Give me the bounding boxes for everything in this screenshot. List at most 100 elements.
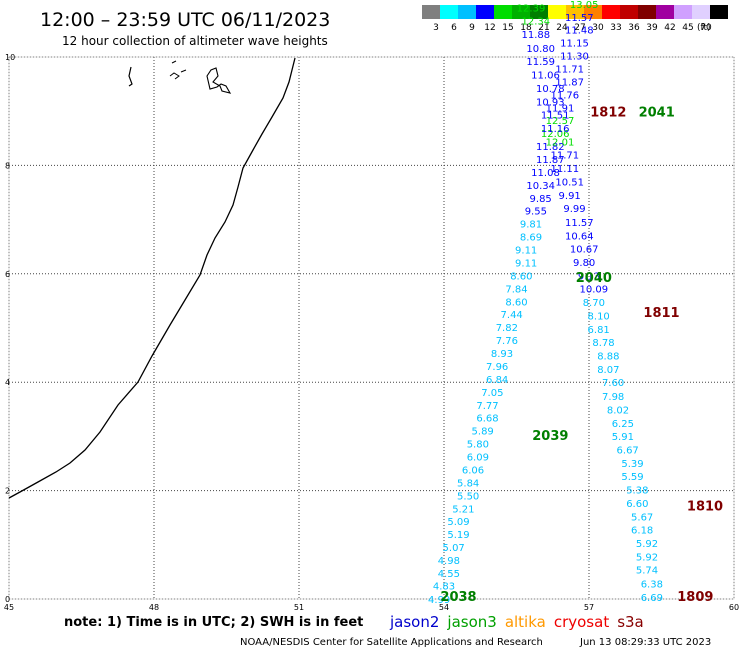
swh-reading: 5.74 — [636, 566, 658, 577]
swh-reading: 11.30 — [560, 51, 589, 62]
island-outline — [206, 67, 232, 94]
swh-reading: 9.11 — [515, 245, 537, 256]
swh-reading: 12.06 — [541, 129, 570, 140]
colorbar-swatch — [476, 5, 494, 19]
swh-reading: 9.81 — [520, 219, 542, 230]
lon-tick-label: 54 — [439, 603, 449, 612]
swh-reading: 12.39 — [517, 4, 546, 15]
swh-reading: 11.08 — [531, 168, 560, 179]
lon-tick-label: 45 — [4, 603, 14, 612]
island-outline — [169, 60, 187, 80]
colorbar-tick-label: 9 — [469, 23, 475, 33]
map-grid — [8, 56, 735, 600]
lat-tick-label: 0 — [5, 595, 10, 604]
pass-id-labels: 2038 2039 2040 2041 1812 1811 1810 1809 — [440, 105, 723, 605]
swh-reading: 7.60 — [602, 378, 624, 389]
swh-reading: 7.98 — [602, 392, 624, 403]
swh-reading: 6.06 — [462, 465, 484, 476]
colorbar-tick-label: 33 — [610, 23, 621, 33]
lon-tick-label: 57 — [584, 603, 594, 612]
swh-reading: 5.21 — [452, 504, 474, 515]
colorbar-swatch — [620, 5, 638, 19]
lat-tick-label: 8 — [5, 161, 10, 170]
swh-reading: 5.84 — [457, 478, 479, 489]
swh-reading: 6.67 — [617, 445, 639, 456]
swh-reading: 7.77 — [476, 401, 498, 412]
lat-tick-label: 4 — [5, 378, 10, 387]
colorbar-tick-label: 18 — [520, 23, 532, 33]
swh-reading: 8.78 — [592, 338, 614, 349]
satellite-legend: jason2 jason3 altika cryosat s3a — [389, 613, 644, 631]
swh-reading: 6.60 — [626, 499, 648, 510]
swh-reading: 5.67 — [631, 513, 653, 524]
swh-reading: 10.51 — [555, 178, 584, 189]
lat-tick-label: 6 — [5, 270, 10, 279]
swh-reading: 11.71 — [555, 64, 584, 75]
swh-reading: 11.87 — [555, 77, 584, 88]
swh-reading: 11.76 — [551, 90, 580, 101]
swh-reading: 6.18 — [631, 526, 653, 537]
swh-reading: 10.93 — [536, 97, 565, 108]
colorbar-swatch — [638, 5, 656, 19]
colorbar-tick-label: 21 — [538, 23, 549, 33]
wave-height-colorbar: 3 6 9 12 15 18 21 24 27 30 33 36 39 42 45 70 — [422, 5, 728, 33]
swh-reading: 9.11 — [515, 258, 537, 269]
pass-id-label: 1809 — [677, 590, 713, 605]
wave-height-readings: 4.99 4.834.55 4.98 5.07 5.19 5.09 5.21 5.50 5.84… — [428, 0, 663, 606]
colorbar-tick-label: 42 — [664, 23, 675, 33]
pass-id-label: 2039 — [532, 429, 568, 444]
swh-reading: 7.76 — [496, 336, 518, 347]
swh-reading: 5.19 — [447, 530, 469, 541]
swh-reading: 11.15 — [560, 38, 589, 49]
swh-reading: 12.01 — [546, 138, 575, 149]
legend-note: note: 1) Time is in UTC; 2) SWH is in fe… — [64, 615, 363, 630]
swh-reading: 7.44 — [501, 310, 523, 321]
swh-reading: 5.80 — [467, 439, 489, 450]
colorbar-swatch — [440, 5, 458, 19]
swh-reading: 10.67 — [570, 244, 599, 255]
footer-credit: NOAA/NESDIS Center for Satellite Applica… — [240, 637, 543, 648]
swh-reading: 11.71 — [551, 151, 580, 162]
swh-reading: 10.34 — [526, 181, 555, 192]
colorbar-unit: (ft) — [697, 23, 711, 33]
swh-reading: 5.50 — [457, 491, 479, 502]
swh-reading: 13.05 — [570, 0, 599, 11]
swh-reading: 5.59 — [621, 472, 643, 483]
lon-tick-label: 48 — [149, 603, 159, 612]
colorbar-swatch — [656, 5, 674, 19]
map-frame — [8, 56, 735, 600]
lon-tick-label: 51 — [294, 603, 304, 612]
legend-jason3: jason3 — [446, 613, 496, 631]
swh-reading: 5.38 — [626, 486, 648, 497]
colorbar-tick-label: 45 — [682, 23, 693, 33]
swh-reading: 8.70 — [583, 298, 605, 309]
swh-reading: 7.05 — [481, 388, 503, 399]
colorbar-tick-label: 27 — [574, 23, 585, 33]
footer-timestamp: Jun 13 08:29:33 UTC 2023 — [579, 637, 711, 648]
lat-tick-label: 2 — [5, 487, 10, 496]
pass-id-label: 1811 — [643, 306, 679, 321]
swh-reading: 9.80 — [573, 258, 595, 269]
swh-reading: 9.13 — [578, 271, 600, 282]
swh-reading: 4.55 — [438, 569, 460, 580]
legend-altika: altika — [505, 613, 546, 631]
colorbar-swatch — [674, 5, 692, 19]
swh-reading: 8.69 — [520, 232, 542, 243]
colorbar-tick-label: 12 — [484, 23, 495, 33]
colorbar-tick-label: 39 — [646, 23, 658, 33]
pass-id-label: 2041 — [639, 105, 675, 120]
pass-id-label: 2040 — [576, 271, 612, 286]
pass-id-label: 2038 — [440, 590, 476, 605]
swh-reading: 11.51 — [541, 110, 570, 121]
swh-reading: 8.60 — [505, 297, 527, 308]
swh-reading: 4.98 — [438, 556, 460, 567]
legend-cryosat: cryosat — [554, 613, 609, 631]
colorbar-swatch — [584, 5, 602, 19]
swh-reading: 8.93 — [491, 349, 513, 360]
swh-reading: 6.84 — [486, 375, 508, 386]
swh-reading: 8.60 — [510, 271, 532, 282]
swh-reading: 6.38 — [641, 579, 663, 590]
lon-tick-label: 60 — [729, 603, 739, 612]
swh-reading: 8.02 — [607, 405, 629, 416]
